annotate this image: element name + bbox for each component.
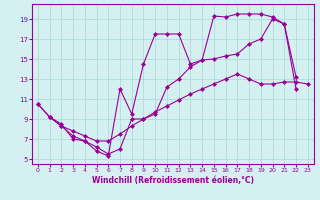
X-axis label: Windchill (Refroidissement éolien,°C): Windchill (Refroidissement éolien,°C) (92, 176, 254, 185)
